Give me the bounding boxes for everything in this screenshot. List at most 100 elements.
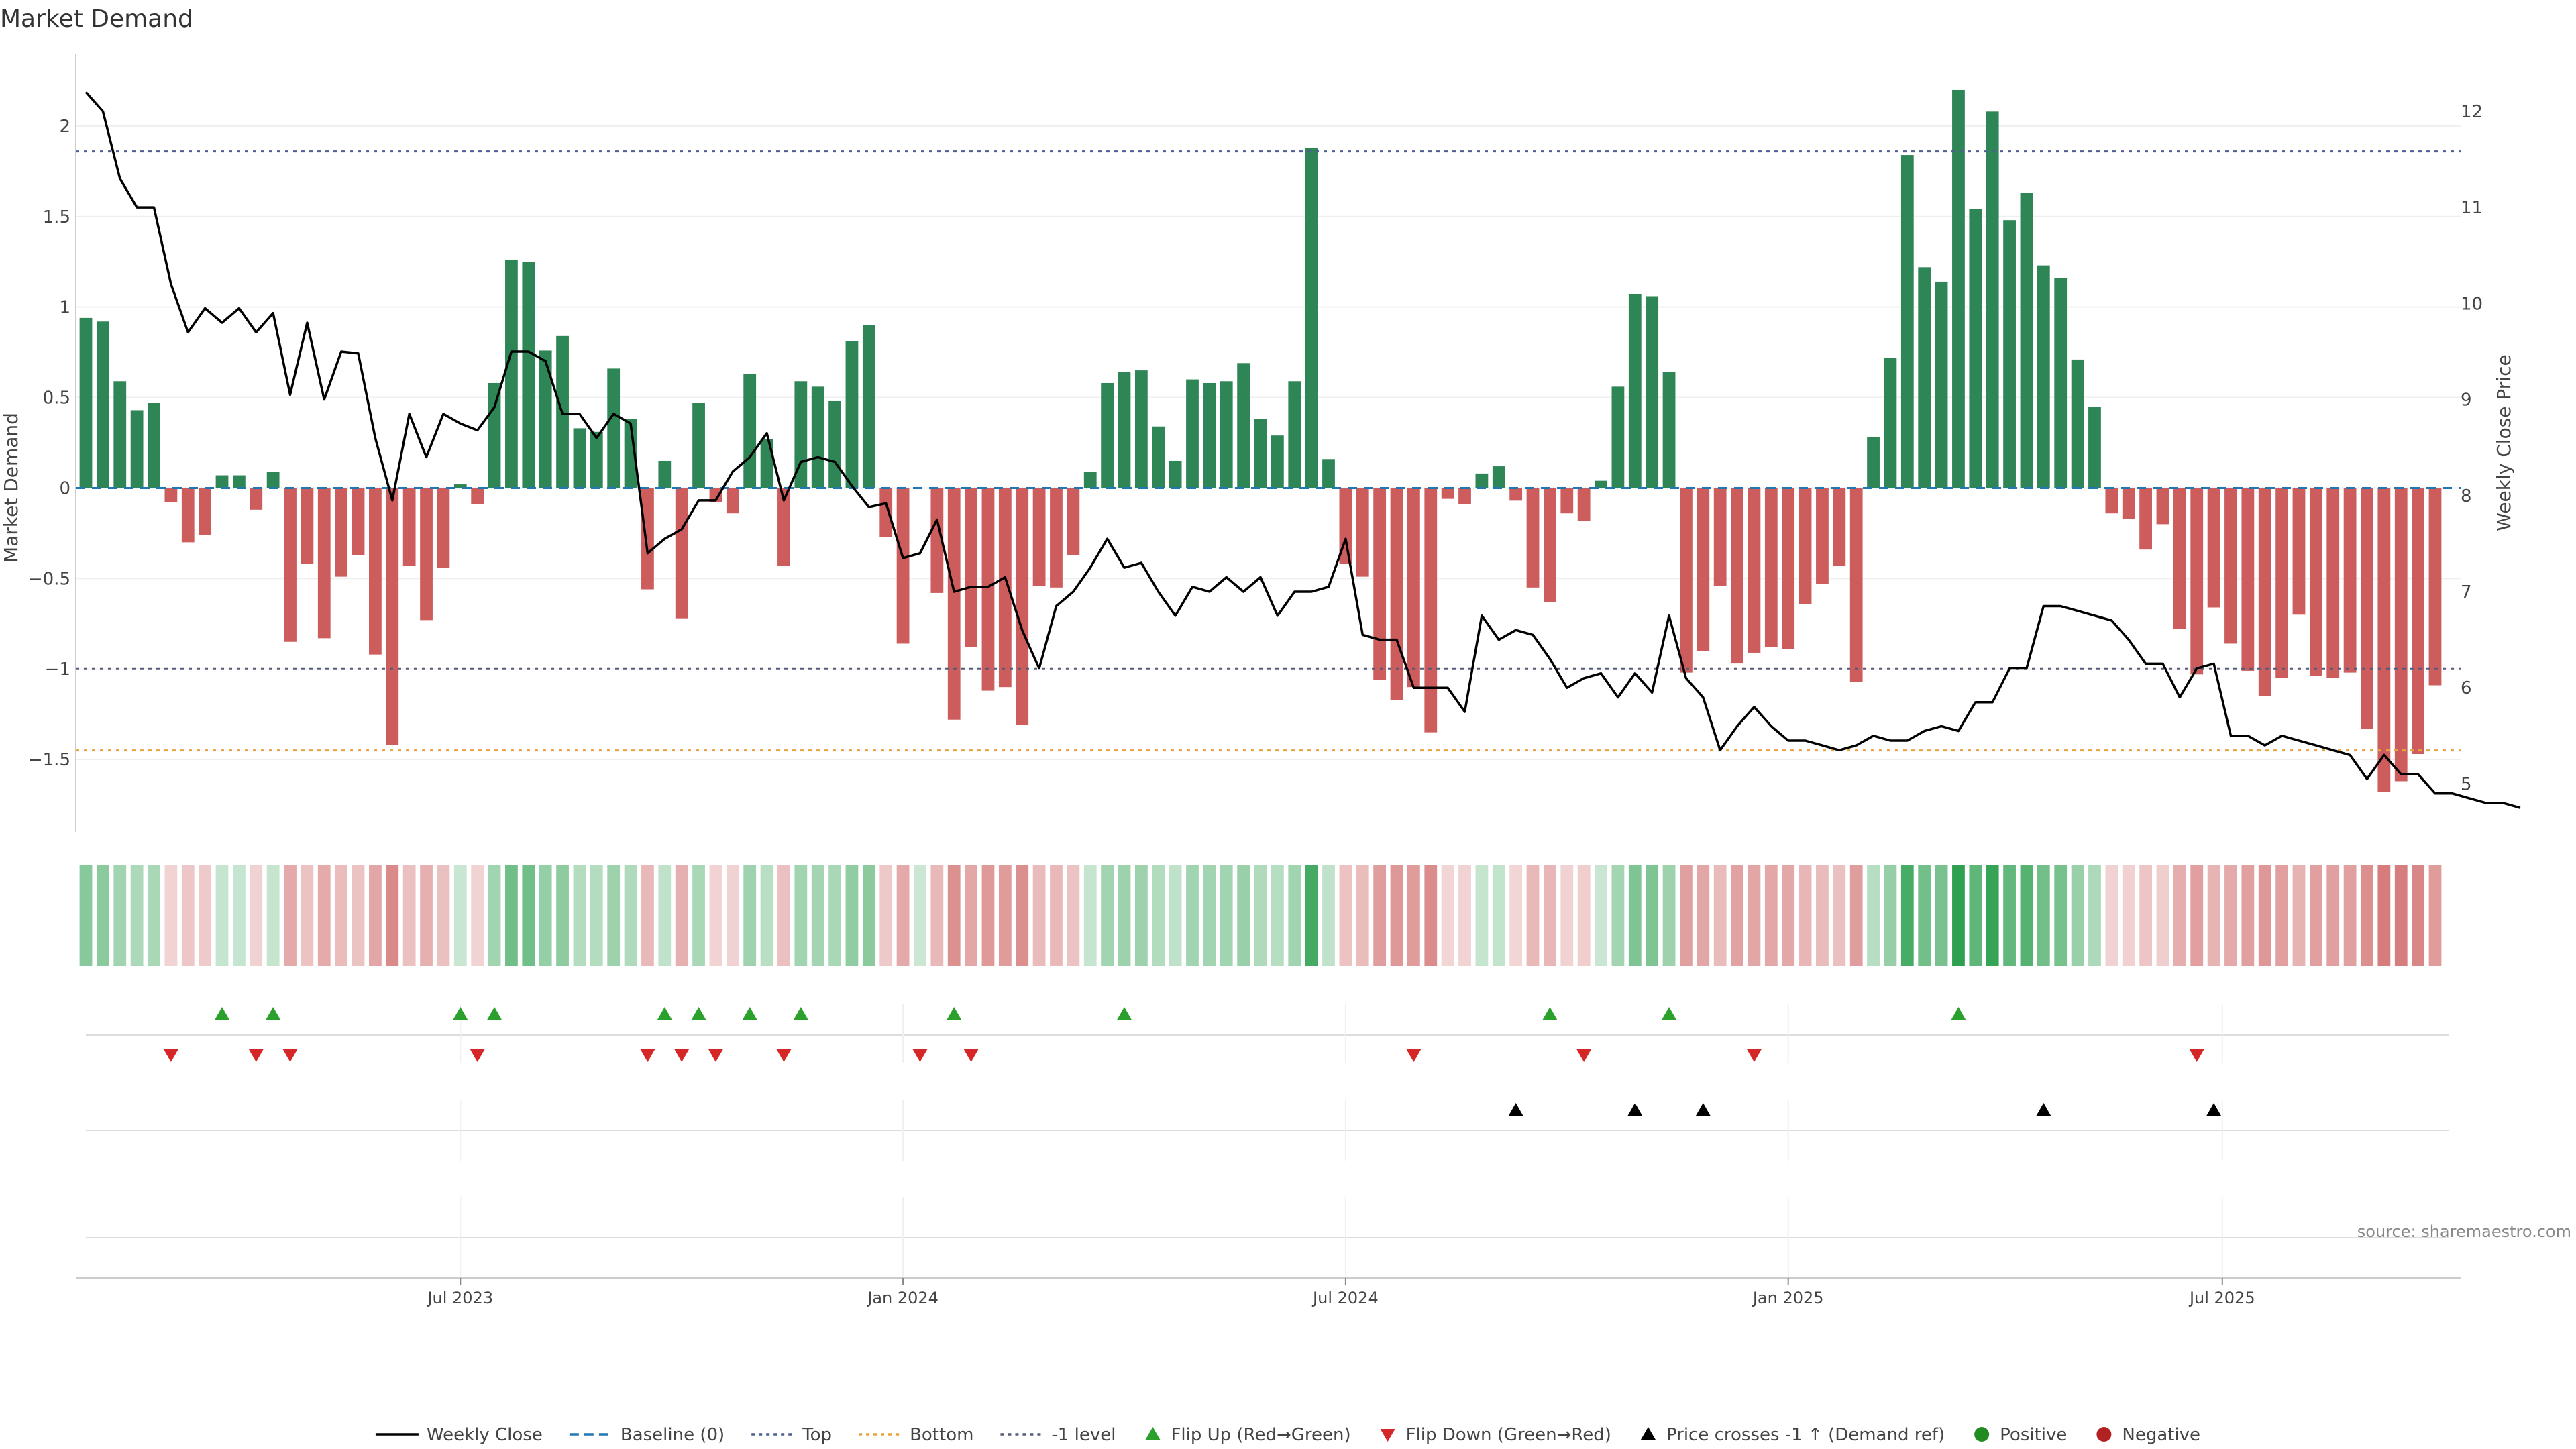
demand-bar xyxy=(2207,488,2220,608)
flip-down-marker xyxy=(470,1049,485,1062)
reference-levels xyxy=(76,150,2461,752)
demand-bar xyxy=(335,488,348,577)
heat-cell xyxy=(1032,865,1046,966)
legend-swatch-triangle-down xyxy=(1380,1429,1395,1442)
heat-cell xyxy=(1935,865,1948,966)
y-right-tick-label: 5 xyxy=(2461,774,2472,794)
demand-bar xyxy=(1458,488,1471,504)
heat-cell xyxy=(1646,865,1659,966)
heat-cell xyxy=(335,865,348,966)
heat-cell xyxy=(266,865,280,966)
demand-bar xyxy=(1032,488,1046,586)
heat-cell xyxy=(250,865,263,966)
flip-down-marker xyxy=(1406,1049,1421,1062)
demand-bar xyxy=(845,341,859,488)
demand-bar xyxy=(607,368,621,488)
demand-bar xyxy=(2054,278,2068,488)
heat-cell xyxy=(556,865,569,966)
demand-bar xyxy=(709,488,722,503)
heat-cell xyxy=(1782,865,1795,966)
flip-down-marker xyxy=(282,1049,298,1062)
heat-cell xyxy=(1833,865,1846,966)
legend: Weekly Close Baseline (0) Top Bottom -1 leve… xyxy=(375,1425,2200,1445)
demand-bar xyxy=(1799,488,1812,604)
heat-cell xyxy=(2020,865,2033,966)
heat-cell xyxy=(1986,865,1999,966)
heat-cell xyxy=(1390,865,1403,966)
price-cross-marker xyxy=(1508,1103,1523,1116)
heat-cell xyxy=(947,865,961,966)
demand-bar xyxy=(1254,419,1267,488)
demand-bar xyxy=(1118,372,1131,488)
demand-bar xyxy=(1577,488,1591,521)
heat-cell xyxy=(181,865,195,966)
demand-bar xyxy=(1544,488,1556,602)
legend-label: Price crosses -1 ↑ (Demand ref) xyxy=(1666,1425,1945,1445)
demand-bar xyxy=(2071,359,2084,488)
demand-bar xyxy=(2241,488,2255,671)
heat-cell xyxy=(113,865,127,966)
heat-cell xyxy=(1867,865,1880,966)
heat-cell xyxy=(1918,865,1931,966)
y-left-tick-label: −1.5 xyxy=(28,750,70,770)
heat-cell xyxy=(2224,865,2237,966)
grid-layer xyxy=(76,125,2461,1278)
demand-bar xyxy=(453,484,467,488)
demand-bar xyxy=(930,488,944,593)
heat-cell xyxy=(641,865,654,966)
demand-bar xyxy=(1134,370,1148,488)
heat-cell xyxy=(2122,865,2135,966)
demand-bar xyxy=(726,488,739,514)
demand-bar xyxy=(2122,488,2135,519)
demand-bar xyxy=(1816,488,1829,584)
chart-title: Market Demand xyxy=(0,5,193,33)
demand-bar xyxy=(2394,488,2408,782)
heat-cell xyxy=(420,865,433,966)
demand-bar xyxy=(1731,488,1743,664)
heat-cell xyxy=(1356,865,1369,966)
heat-cell xyxy=(522,865,535,966)
heat-cell xyxy=(2412,865,2425,966)
demand-bar xyxy=(743,374,757,488)
demand-bar xyxy=(402,488,416,566)
demand-bar xyxy=(1986,111,1999,488)
demand-bar xyxy=(658,460,672,488)
heat-cell xyxy=(2071,865,2084,966)
x-tick-label: Jan 2025 xyxy=(1752,1289,1824,1307)
demand-bar xyxy=(2428,488,2442,686)
heat-cell xyxy=(2190,865,2204,966)
demand-bar xyxy=(369,488,382,655)
y-right-tick-label: 10 xyxy=(2461,294,2483,314)
demand-bar xyxy=(250,488,263,510)
demand-bar xyxy=(386,488,399,745)
demand-bar xyxy=(266,472,280,488)
demand-bar xyxy=(284,488,297,642)
demand-bar xyxy=(1050,488,1063,588)
heat-cell xyxy=(96,865,109,966)
heat-cell xyxy=(1492,865,1505,966)
demand-bar xyxy=(573,428,586,488)
heat-cell xyxy=(453,865,467,966)
demand-bar xyxy=(1849,488,1863,682)
demand-bar xyxy=(301,488,314,564)
heat-cell xyxy=(914,865,926,966)
heat-cell xyxy=(743,865,757,966)
demand-bar xyxy=(1083,472,1097,488)
y-right-tick-label: 9 xyxy=(2461,390,2472,411)
legend-label: Baseline (0) xyxy=(621,1425,724,1445)
heat-cell xyxy=(896,865,910,966)
y-left-tick-label: 1 xyxy=(59,298,70,318)
demand-bar xyxy=(1288,381,1301,488)
heat-cell xyxy=(148,865,160,966)
demand-bar xyxy=(1764,488,1778,647)
heat-cell xyxy=(777,865,790,966)
demand-bar xyxy=(947,488,961,720)
heat-cell xyxy=(2258,865,2271,966)
heat-cell xyxy=(624,865,637,966)
demand-bar xyxy=(2412,488,2425,754)
legend-label: Bottom xyxy=(910,1425,973,1445)
heat-cell xyxy=(1407,865,1420,966)
demand-bar xyxy=(1526,488,1540,588)
demand-bar xyxy=(1713,488,1727,586)
demand-bar xyxy=(1560,488,1574,514)
